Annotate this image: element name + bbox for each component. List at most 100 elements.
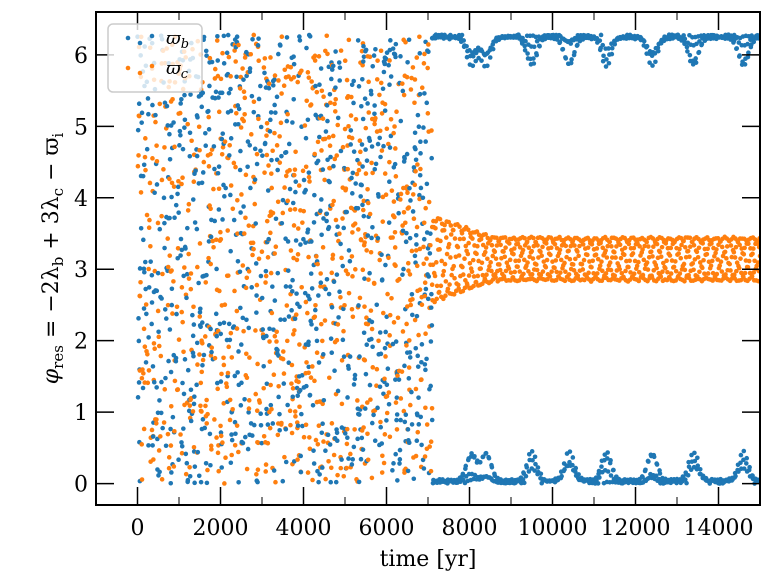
scatter-point-varpi-b [329,76,334,82]
scatter-point-varpi-b [429,323,435,328]
scatter-point-varpi-b [295,393,301,399]
scatter-point-varpi-b [567,449,573,454]
scatter-point-varpi-b [181,391,187,397]
scatter-point-varpi-b [413,157,419,163]
scatter-point-varpi-c [261,385,266,391]
scatter-point-varpi-c [506,266,512,271]
scatter-point-varpi-b [254,310,259,315]
scatter-point-varpi-b [413,146,418,152]
scatter-point-varpi-b [378,351,384,357]
scatter-point-varpi-c [162,387,168,392]
scatter-point-varpi-c [191,304,196,310]
scatter-point-varpi-b [363,147,368,152]
scatter-point-varpi-c [170,311,175,316]
scatter-point-varpi-b [324,218,329,224]
scatter-point-varpi-b [184,460,190,466]
scatter-point-varpi-b [234,74,239,80]
scatter-point-varpi-b [461,38,466,43]
scatter-point-varpi-b [271,468,277,473]
scatter-point-varpi-b [297,304,302,310]
scatter-point-varpi-c [148,244,153,249]
scatter-point-varpi-b [228,460,234,466]
scatter-point-varpi-c [268,55,273,60]
scatter-point-varpi-c [307,179,312,184]
scatter-point-varpi-c [522,235,527,241]
legend-box [107,23,203,93]
scatter-point-varpi-b [336,60,342,65]
scatter-point-varpi-b [268,402,274,408]
scatter-point-varpi-b [287,186,293,192]
scatter-point-varpi-b [254,161,260,167]
scatter-point-varpi-b [238,210,243,215]
scatter-point-varpi-c [700,265,705,271]
scatter-point-varpi-b [480,454,486,459]
scatter-point-varpi-c [251,246,256,252]
scatter-point-varpi-c [179,181,184,187]
scatter-point-varpi-c [323,476,328,482]
scatter-point-varpi-b [154,182,160,187]
scatter-point-varpi-c [489,268,494,274]
scatter-point-varpi-c [465,251,471,257]
scatter-point-varpi-c [682,278,687,284]
scatter-point-varpi-c [362,357,368,363]
scatter-point-varpi-b [249,285,255,290]
scatter-point-varpi-b [178,133,183,138]
scatter-point-varpi-b [250,36,255,42]
scatter-point-varpi-c [227,417,233,423]
scatter-point-varpi-b [203,48,209,54]
scatter-point-varpi-c [273,244,279,250]
scatter-point-varpi-c [609,244,614,249]
scatter-point-varpi-b [559,473,564,479]
scatter-point-varpi-c [218,76,224,82]
scatter-point-varpi-c [521,271,526,277]
scatter-point-varpi-c [267,339,272,344]
scatter-point-varpi-b [143,360,149,365]
scatter-point-varpi-b [306,364,312,370]
scatter-point-varpi-b [362,406,368,411]
scatter-point-varpi-b [360,164,365,169]
scatter-point-varpi-c [553,277,559,283]
scatter-point-varpi-c [503,245,508,250]
scatter-point-varpi-c [410,65,416,70]
scatter-point-varpi-b [245,139,251,144]
scatter-point-varpi-c [512,269,518,275]
scatter-point-varpi-c [212,66,218,72]
scatter-point-varpi-c [423,331,428,337]
scatter-point-varpi-b [341,354,347,359]
scatter-point-varpi-c [265,255,271,260]
scatter-point-varpi-b [416,422,422,427]
scatter-point-varpi-c [289,381,294,386]
scatter-point-varpi-c [312,378,317,384]
scatter-point-varpi-c [470,257,476,263]
scatter-point-varpi-c [661,260,666,266]
scatter-point-varpi-b [393,54,398,60]
scatter-point-varpi-c [239,192,244,197]
scatter-point-varpi-b [229,437,235,443]
scatter-point-varpi-c [331,198,337,204]
scatter-point-varpi-b [287,284,293,289]
scatter-point-varpi-c [291,172,297,178]
scatter-point-varpi-c [417,34,422,40]
scatter-point-varpi-c [460,288,466,294]
scatter-point-varpi-c [407,338,412,343]
scatter-point-varpi-b [170,414,176,420]
scatter-point-varpi-b [483,450,489,456]
scatter-point-varpi-b [290,200,296,206]
scatter-point-varpi-c [412,77,418,82]
scatter-point-varpi-c [470,236,475,241]
scatter-point-varpi-c [168,443,174,448]
scatter-point-varpi-b [535,465,541,470]
scatter-point-varpi-c [154,417,159,422]
scatter-point-varpi-b [361,213,367,219]
scatter-point-varpi-b [311,448,316,453]
scatter-point-varpi-c [179,450,185,456]
scatter-point-varpi-c [299,284,304,290]
scatter-point-varpi-b [187,130,193,136]
scatter-point-varpi-b [195,115,200,120]
scatter-point-varpi-c [292,328,297,333]
scatter-point-varpi-b [304,45,309,51]
scatter-point-varpi-c [749,274,755,279]
scatter-point-varpi-b [370,63,376,69]
scatter-point-varpi-b [520,35,525,41]
scatter-point-varpi-c [444,251,450,257]
